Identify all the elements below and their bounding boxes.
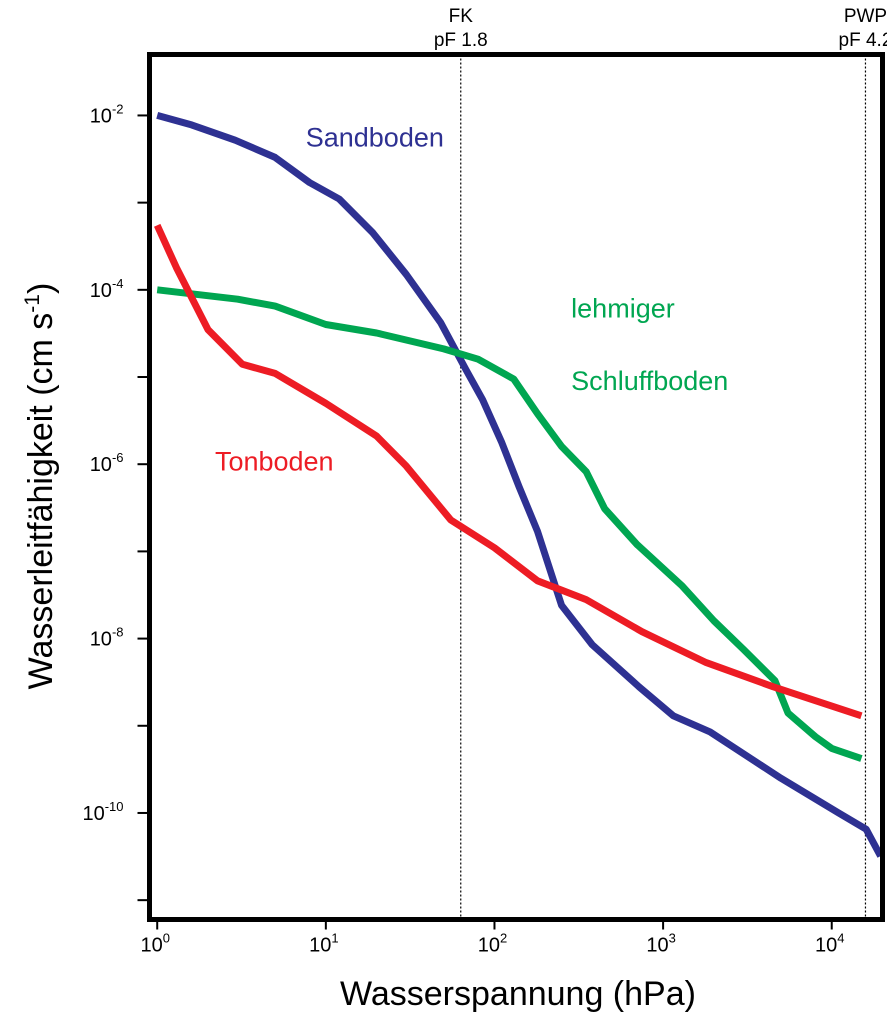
y-axis-title: Wasserleitfähigkeit (cm s-1) [21,283,60,690]
x-tick-label: 104 [815,931,844,957]
reference-label: PWP [844,6,887,27]
y-tick-label: 10-2 [90,101,124,127]
x-axis: 100 101 102 103 104 [140,919,844,957]
reference-labels: FK pF 1.8 PWP pF 4.2 [434,6,887,51]
series-label-tonboden: Tonboden [215,446,334,476]
series-labels: Sandboden lehmiger Schluffboden Tonboden [215,123,728,477]
x-tick-label: 103 [646,931,675,957]
y-tick-label: 10-4 [90,276,124,302]
reference-lines [460,54,867,920]
reference-sublabel: pF 1.8 [434,30,488,51]
y-tick-label: 10-8 [90,625,124,651]
series-line [156,286,863,762]
reference-label: FK [449,6,474,27]
series-line [156,112,884,858]
plot-frame [147,52,885,922]
series-line [154,223,863,720]
series-layer [154,112,884,858]
y-tick-label: 10-6 [90,450,124,476]
series-label-sandboden: Sandboden [306,123,444,153]
x-axis-title: Wasserspannung (hPa) [340,975,696,1013]
y-axis-title-close: ) [22,283,60,294]
reference-sublabel: pF 4.2 [839,30,887,51]
y-tick-label: 10-10 [82,799,123,825]
series-label-schluffboden: Schluffboden [571,366,728,396]
x-tick-label: 101 [309,931,338,957]
x-tick-label: 102 [478,931,507,957]
y-axis: 10-2 10-4 10-6 10-8 10-10 [82,101,150,902]
y-axis-title-main: Wasserleitfähigkeit (cm s [22,313,60,690]
series-label-lehmiger: lehmiger [571,294,675,324]
y-axis-title-exponent: -1 [21,294,44,313]
x-tick-label: 100 [140,931,169,957]
